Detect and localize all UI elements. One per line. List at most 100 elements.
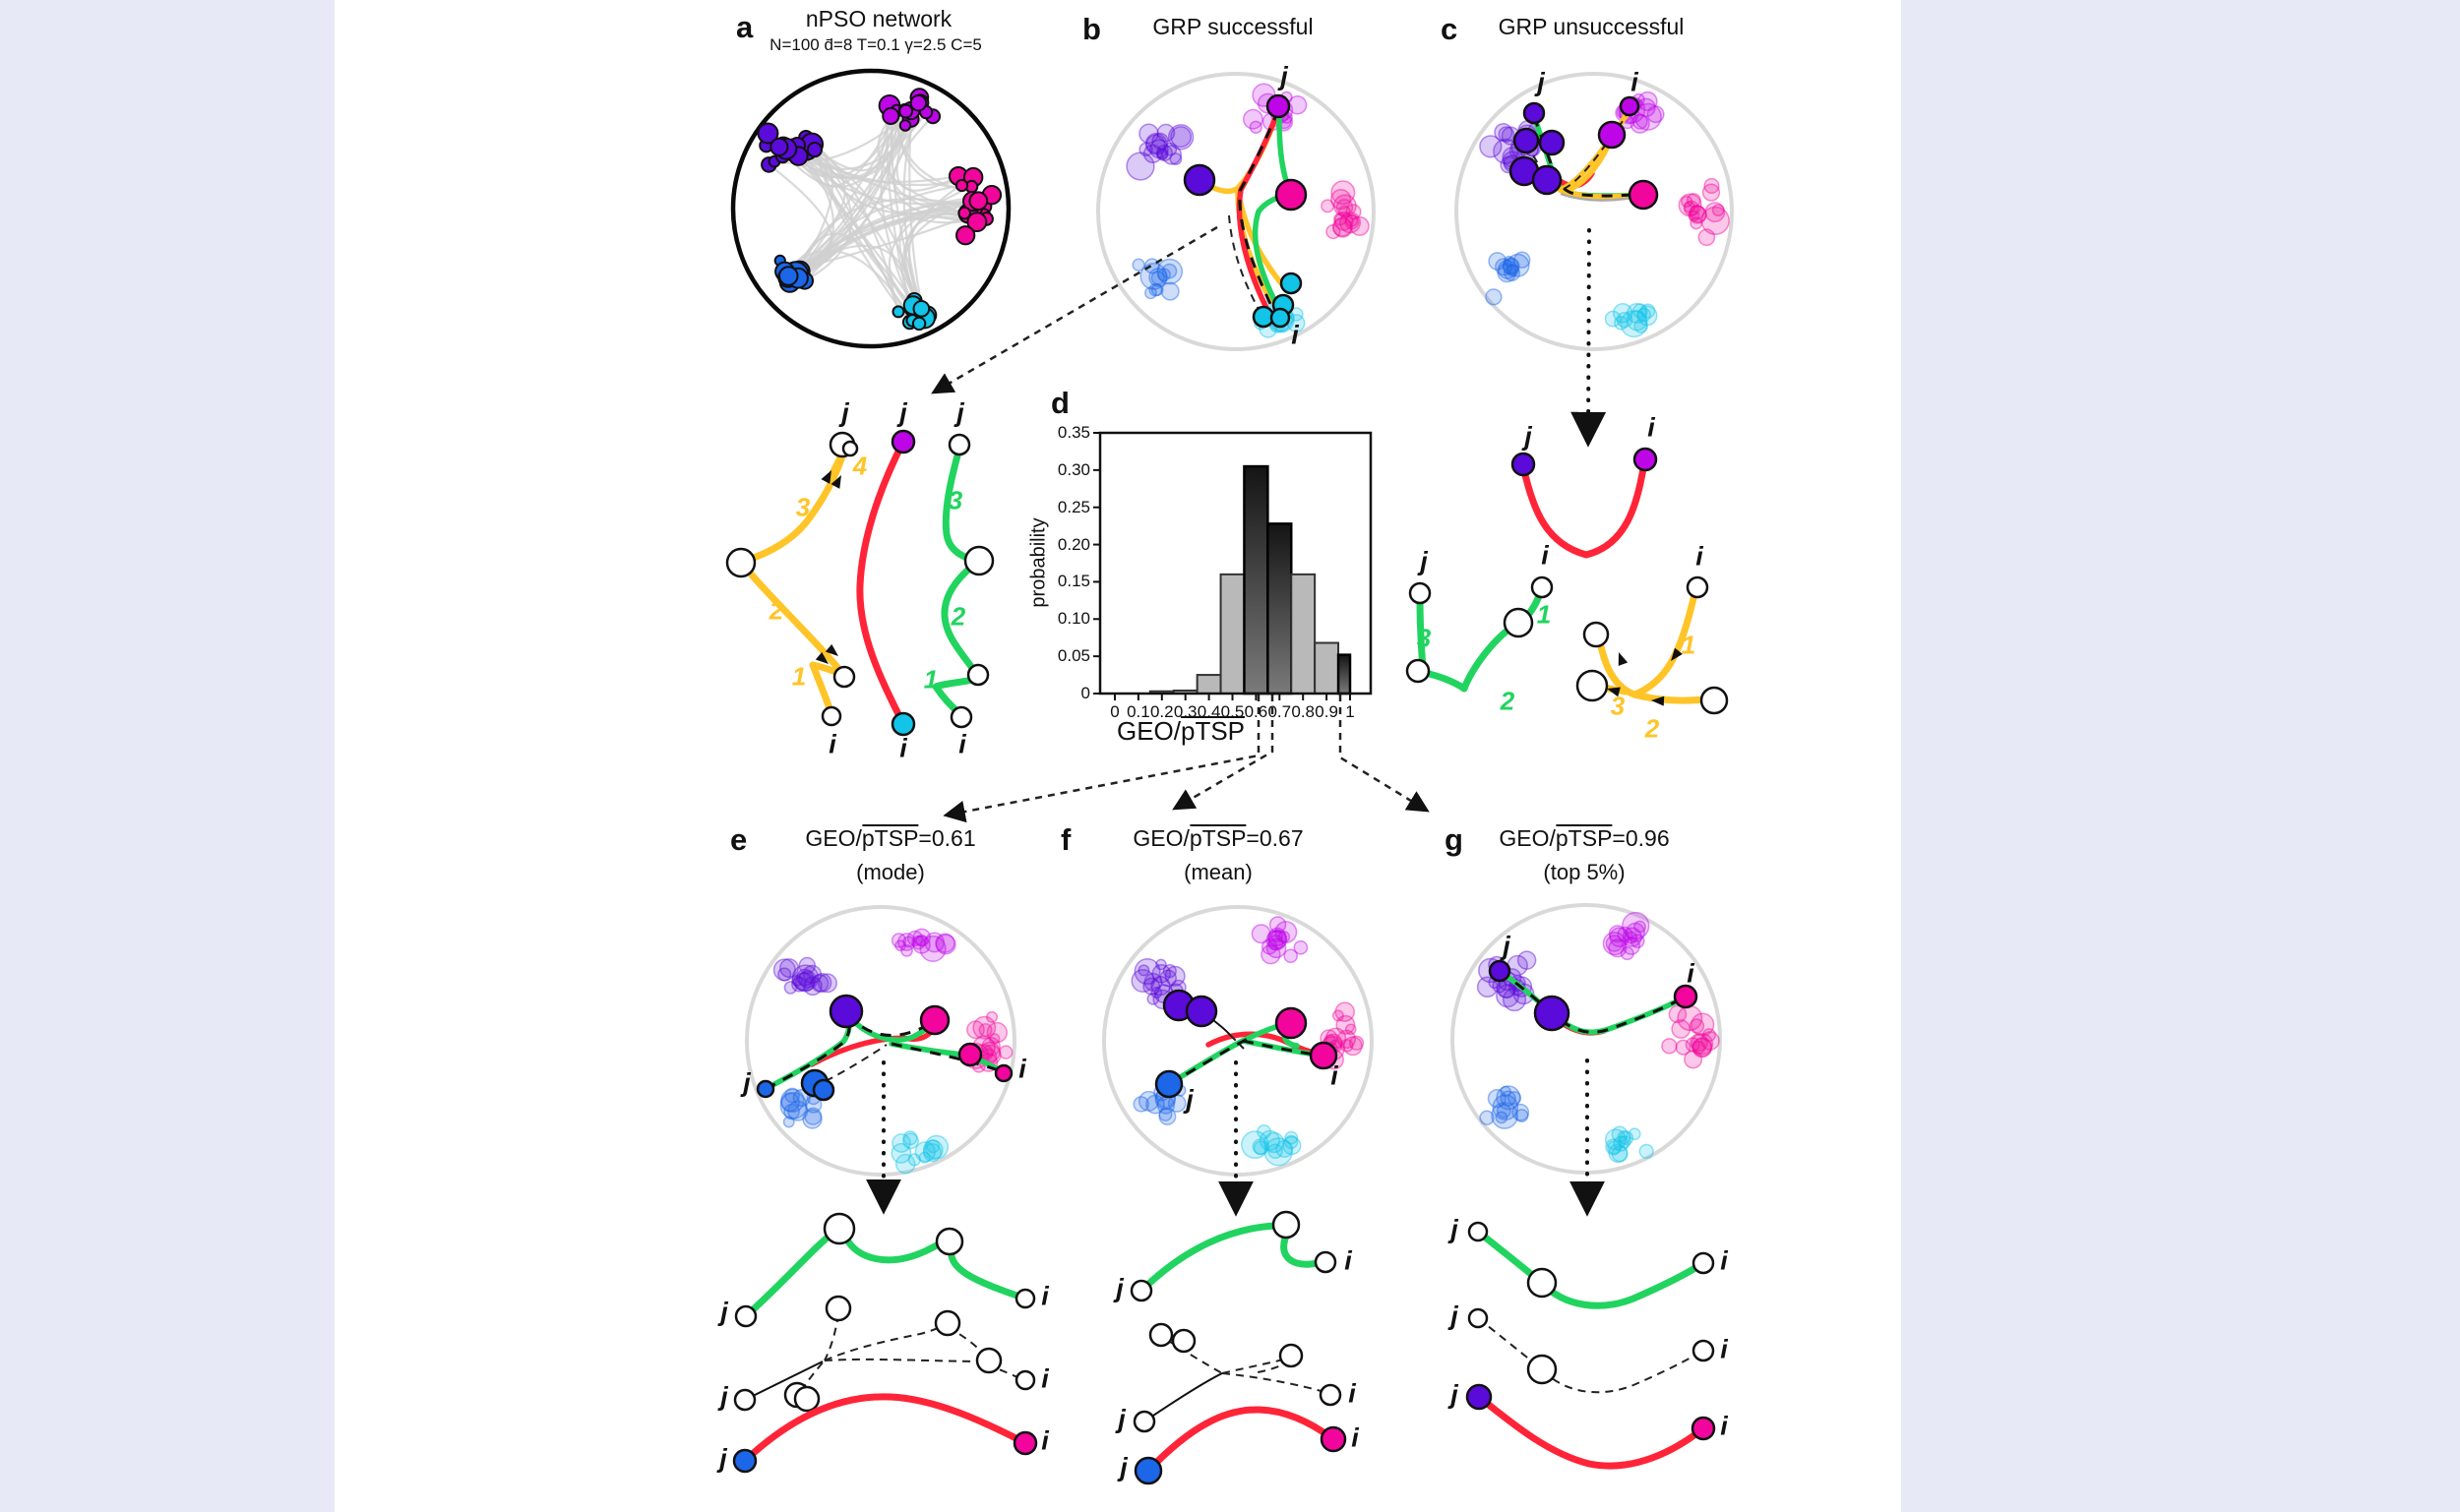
network-node xyxy=(986,1021,1009,1044)
network-node xyxy=(891,1142,912,1164)
network-node xyxy=(779,1092,800,1113)
network-node xyxy=(1617,926,1633,942)
network-node xyxy=(1685,1037,1700,1053)
network-node xyxy=(1607,1140,1622,1155)
network-node xyxy=(1163,142,1178,156)
network-node-i xyxy=(1269,307,1291,329)
network-node xyxy=(1143,972,1163,992)
paths-diagram-yellow-left xyxy=(725,431,859,727)
network-node xyxy=(891,933,907,948)
network-node xyxy=(1628,1127,1641,1141)
bar xyxy=(1290,573,1317,695)
network-node xyxy=(1485,288,1503,306)
bar xyxy=(1196,674,1222,695)
network-node xyxy=(898,103,914,119)
network-node xyxy=(1138,123,1159,145)
network-panel-b xyxy=(1096,72,1376,351)
network-node xyxy=(1638,1143,1654,1160)
network-node xyxy=(1251,924,1271,944)
network-node-i xyxy=(1619,95,1640,117)
network-node xyxy=(894,939,906,952)
network-node xyxy=(1267,927,1287,946)
network-node xyxy=(935,933,955,953)
network-node xyxy=(812,973,832,993)
network-node xyxy=(1158,1107,1173,1121)
network-edge xyxy=(768,163,833,272)
network-node xyxy=(1495,258,1513,276)
network-node xyxy=(1150,271,1166,285)
network-node xyxy=(954,178,969,193)
network-node xyxy=(1605,935,1624,952)
network-node xyxy=(972,1015,997,1040)
network-node xyxy=(882,106,900,126)
network-node xyxy=(1155,144,1173,162)
network-node xyxy=(912,936,931,954)
network-node xyxy=(803,976,823,997)
network-node xyxy=(1162,964,1177,979)
network-node xyxy=(791,974,804,987)
network-node xyxy=(1138,142,1153,157)
network-node xyxy=(1628,179,1659,211)
network-node xyxy=(1688,210,1700,222)
network-ring xyxy=(1450,903,1722,1175)
network-node xyxy=(911,316,927,332)
network-node xyxy=(1700,206,1730,236)
network-node xyxy=(1159,969,1178,988)
network-node xyxy=(1622,937,1641,955)
network-node xyxy=(798,970,817,989)
network-node xyxy=(1161,145,1183,165)
network-node xyxy=(1333,212,1347,226)
network-node xyxy=(1640,303,1656,319)
network-edge xyxy=(798,109,906,272)
network-node xyxy=(898,119,912,132)
network-node xyxy=(978,1022,993,1038)
network-node xyxy=(897,933,916,951)
network-node xyxy=(1608,938,1628,958)
network-node xyxy=(900,943,913,957)
network-node xyxy=(1538,129,1566,156)
network-node xyxy=(918,1151,931,1164)
network-node xyxy=(1701,1028,1716,1043)
network-node xyxy=(1502,987,1527,1012)
network-node xyxy=(902,1132,919,1150)
network-node xyxy=(1619,1130,1634,1146)
network-node xyxy=(1616,311,1633,329)
network-node xyxy=(1267,935,1284,951)
network-node xyxy=(1325,223,1341,240)
network-node xyxy=(1684,1050,1703,1069)
network-node xyxy=(1289,307,1304,322)
network-node xyxy=(981,1037,1001,1057)
network-node xyxy=(1321,199,1335,213)
network-edge xyxy=(903,212,965,310)
network-node xyxy=(1156,258,1184,285)
network-node xyxy=(1608,925,1627,943)
network-node xyxy=(1275,1139,1294,1158)
network-node xyxy=(1274,178,1308,212)
network-node xyxy=(782,1116,795,1128)
network-node xyxy=(1498,980,1516,999)
network-node xyxy=(1339,212,1362,234)
network-node xyxy=(912,300,931,318)
network-node xyxy=(772,958,796,982)
network-node xyxy=(1267,1143,1283,1160)
network-node xyxy=(1261,944,1281,965)
network-edge xyxy=(888,185,972,310)
network-node xyxy=(1496,1103,1511,1119)
histogram xyxy=(1093,431,1373,700)
network-node xyxy=(1617,1129,1631,1145)
network-node xyxy=(1479,1110,1495,1125)
network-node xyxy=(1618,1135,1631,1149)
network-node xyxy=(1253,1140,1268,1156)
network-node xyxy=(1690,1033,1708,1053)
network-node xyxy=(1479,135,1503,158)
network-ring xyxy=(730,68,1012,349)
network-edges xyxy=(766,96,993,325)
network-node xyxy=(1339,1038,1354,1053)
network-node xyxy=(757,122,779,145)
network-node xyxy=(1604,310,1622,328)
network-node xyxy=(1148,139,1169,159)
arrow-c-to-paths xyxy=(1570,228,1607,448)
network-node xyxy=(1183,163,1216,197)
network-node xyxy=(1277,931,1291,943)
